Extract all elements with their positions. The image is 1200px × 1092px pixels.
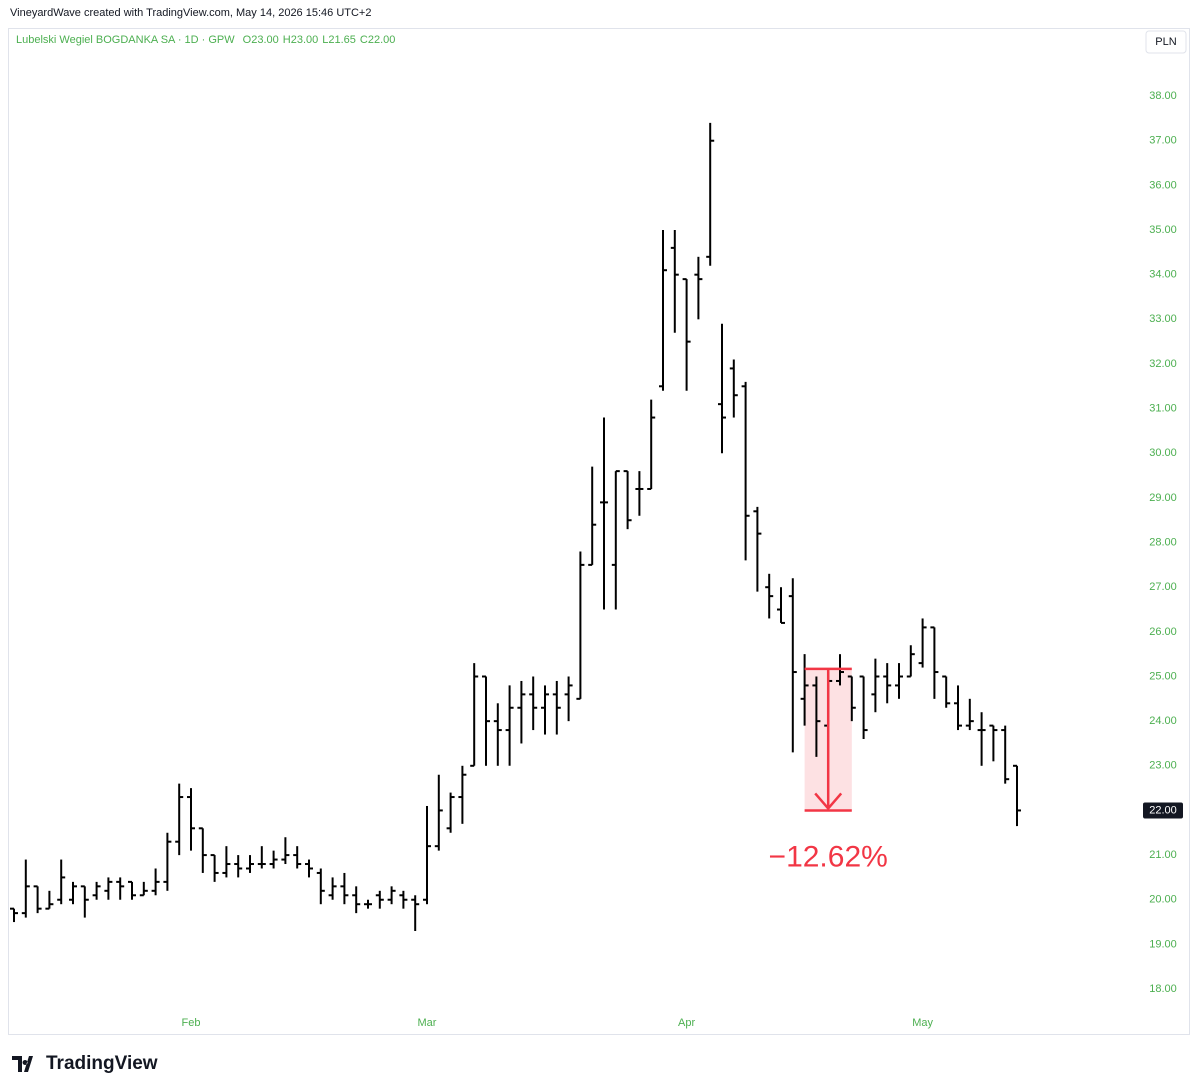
y-tick-label: 19.00 [1149,938,1177,950]
x-tick-label: May [912,1017,933,1029]
x-tick-label: Feb [182,1017,201,1029]
legend-key: H [283,34,291,46]
y-tick-label: 35.00 [1149,224,1177,236]
footer: TradingView [46,1053,158,1074]
legend-value: 23.00 [291,34,319,46]
x-tick-label: Mar [418,1017,437,1029]
legend-value: 22.00 [368,34,396,46]
y-tick-label: 28.00 [1149,536,1177,548]
legend-value: 21.65 [328,34,356,46]
y-tick-label: 20.00 [1149,894,1177,906]
y-tick-label: 25.00 [1149,670,1177,682]
y-tick-label: 31.00 [1149,403,1177,415]
header: VineyardWave created with TradingView.co… [10,7,371,19]
y-tick-label: 18.00 [1149,983,1177,995]
y-tick-label: 21.00 [1149,849,1177,861]
x-tick-label: Apr [678,1017,695,1029]
y-tick-label: 32.00 [1149,358,1177,370]
legend-name: Lubelski Wegiel BOGDANKA SA · 1D · GPW [16,34,235,46]
measure-label: −12.62% [769,840,888,873]
legend: Lubelski Wegiel BOGDANKA SA · 1D · GPW O2… [16,34,395,46]
currency: PLN [1155,36,1176,48]
legend-value: 23.00 [251,34,279,46]
last-price-label: 22.00 [1149,804,1177,816]
legend-key: C [360,34,368,46]
currency-box [1145,30,1187,54]
y-tick-label: 23.00 [1149,760,1177,772]
y-tick-label: 30.00 [1149,447,1177,459]
y-tick-label: 38.00 [1149,90,1177,102]
last-price-box [1143,802,1183,819]
y-tick-label: 34.00 [1149,269,1177,281]
y-tick-label: 24.00 [1149,715,1177,727]
y-tick-label: 37.00 [1149,135,1177,147]
y-tick-label: 33.00 [1149,313,1177,325]
measure-arrow-head [814,792,843,811]
y-tick-label: 36.00 [1149,179,1177,191]
legend-key: O [243,34,252,46]
y-tick-label: 27.00 [1149,581,1177,593]
legend-key: L [322,34,328,46]
y-tick-label: 29.00 [1149,492,1177,504]
y-tick-label: 26.00 [1149,626,1177,638]
frame [8,28,1190,1035]
logo: TradingView [12,1053,158,1074]
